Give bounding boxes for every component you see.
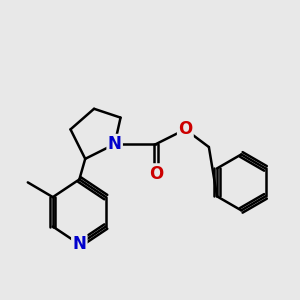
- Text: N: N: [108, 135, 122, 153]
- Text: O: O: [149, 165, 163, 183]
- Text: O: O: [178, 120, 193, 138]
- Text: N: N: [72, 235, 86, 253]
